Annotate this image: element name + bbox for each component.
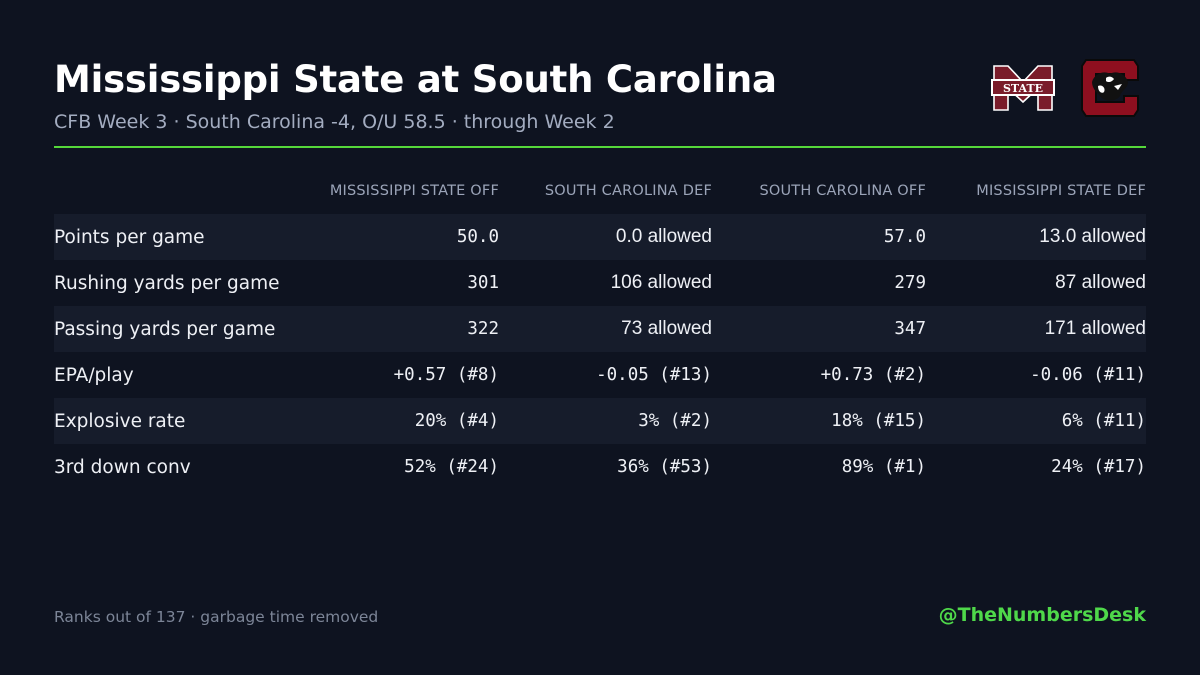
table-row: 3rd down conv 52% (#24) 36% (#53) 89% (#… (54, 444, 1146, 490)
table-cell: 89% (#1) (841, 457, 926, 477)
column-header: MISSISSIPPI STATE OFF (329, 183, 499, 199)
table-cell: 279 (894, 273, 926, 293)
team-logos: STATE (990, 56, 1146, 120)
table-cell: 322 (467, 319, 499, 339)
table-cell: 0.0 allowed (615, 226, 712, 247)
table-cell: 13.0 allowed (1039, 226, 1146, 247)
table-cell: -0.06 (#11) (1030, 365, 1146, 385)
table-cell: 57.0 (883, 227, 926, 247)
author-handle: @TheNumbersDesk (938, 604, 1146, 626)
table-cell: +0.73 (#2) (820, 365, 926, 385)
header-divider (54, 146, 1146, 148)
page-title: Mississippi State at South Carolina (54, 58, 777, 101)
table-header-row: MISSISSIPPI STATE OFF SOUTH CAROLINA DEF… (54, 168, 1146, 214)
row-label: Explosive rate (54, 410, 186, 432)
row-label: Points per game (54, 226, 205, 248)
table-cell: 347 (894, 319, 926, 339)
table-cell: 36% (#53) (617, 457, 712, 477)
table-cell: -0.05 (#13) (596, 365, 712, 385)
table-cell: 106 allowed (610, 272, 712, 293)
row-label: Rushing yards per game (54, 272, 280, 294)
page-subtitle: CFB Week 3 · South Carolina -4, O/U 58.5… (54, 111, 615, 133)
south-carolina-gamecocks-logo (1081, 59, 1139, 117)
table-cell: 18% (#15) (831, 411, 926, 431)
table-cell: 6% (#11) (1061, 411, 1146, 431)
table-cell: 20% (#4) (414, 411, 499, 431)
msu-logo-text: STATE (1003, 82, 1043, 95)
table-cell: 50.0 (456, 227, 499, 247)
stats-table: MISSISSIPPI STATE OFF SOUTH CAROLINA DEF… (54, 168, 1146, 490)
row-label: 3rd down conv (54, 456, 191, 478)
column-header: SOUTH CAROLINA DEF (544, 183, 712, 199)
table-cell: 87 allowed (1055, 272, 1146, 293)
table-row: EPA/play +0.57 (#8) -0.05 (#13) +0.73 (#… (54, 352, 1146, 398)
row-label: EPA/play (54, 364, 134, 386)
table-row: Passing yards per game 322 73 allowed 34… (54, 306, 1146, 352)
table-cell: 24% (#17) (1051, 457, 1146, 477)
table-row: Rushing yards per game 301 106 allowed 2… (54, 260, 1146, 306)
table-row: Explosive rate 20% (#4) 3% (#2) 18% (#15… (54, 398, 1146, 444)
column-header: SOUTH CAROLINA OFF (759, 183, 926, 199)
table-cell: 73 allowed (621, 318, 712, 339)
column-header: MISSISSIPPI STATE DEF (976, 183, 1146, 199)
table-cell: 171 allowed (1044, 318, 1146, 339)
table-cell: 52% (#24) (404, 457, 499, 477)
table-cell: 301 (467, 273, 499, 293)
row-label: Passing yards per game (54, 318, 276, 340)
column-header (54, 168, 304, 214)
footnote: Ranks out of 137 · garbage time removed (54, 608, 379, 626)
table-cell: +0.57 (#8) (393, 365, 499, 385)
table-row: Points per game 50.0 0.0 allowed 57.0 13… (54, 214, 1146, 260)
table-cell: 3% (#2) (638, 411, 712, 431)
mississippi-state-logo: STATE (991, 65, 1055, 111)
